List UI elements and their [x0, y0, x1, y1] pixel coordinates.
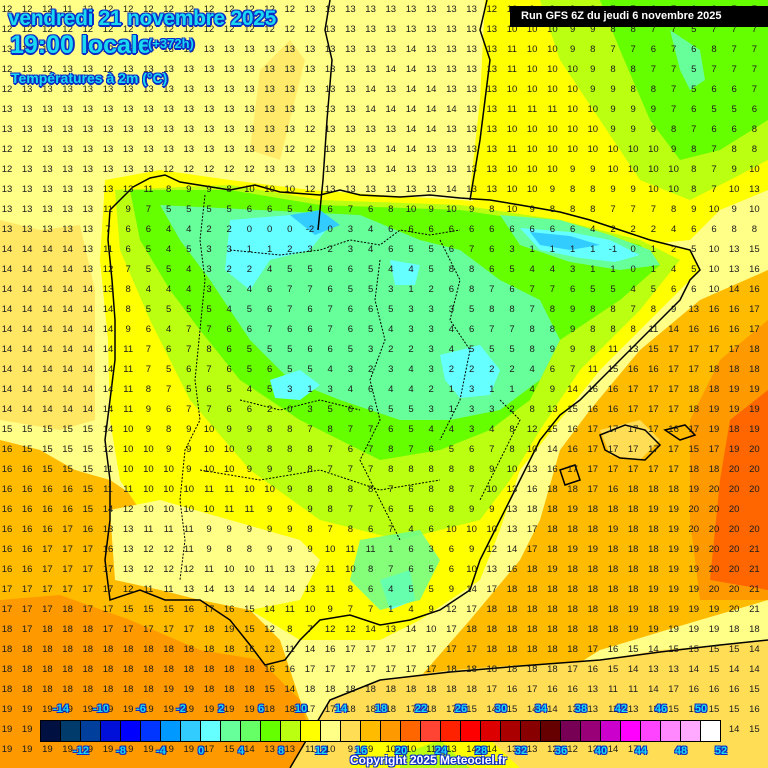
cantabria-coldest — [290, 210, 340, 235]
legend-label-top: -14 — [53, 703, 69, 715]
legend-swatch — [361, 721, 381, 741]
legend-swatch — [281, 721, 301, 741]
legend-swatch — [421, 721, 441, 741]
legend-label-bottom: 40 — [594, 745, 608, 757]
legend-swatch — [321, 721, 341, 741]
parameter-label: Températures à 2m (°C) — [11, 70, 168, 86]
legend-label-top: 18 — [374, 703, 388, 715]
france-green — [600, 0, 768, 160]
north-africa-lime — [400, 740, 470, 768]
legend-label-top: 46 — [654, 703, 668, 715]
mediterranean-hot — [710, 390, 768, 590]
legend-label-bottom: 12 — [314, 745, 328, 757]
legend-swatch — [401, 721, 421, 741]
legend-swatch — [61, 721, 81, 741]
legend-label-top: 50 — [694, 703, 708, 715]
legend-swatch — [141, 721, 161, 741]
legend-label-top: 6 — [257, 703, 265, 715]
france-cool-patch — [670, 30, 705, 90]
forecast-offset: (+372h) — [148, 36, 194, 51]
legend-label-bottom: 52 — [714, 745, 728, 757]
model-run-label: Run GFS 6Z du jeudi 6 novembre 2025 — [510, 6, 768, 27]
legend-label-top: 2 — [217, 703, 225, 715]
legend-swatch — [181, 721, 201, 741]
legend-label-bottom: 36 — [554, 745, 568, 757]
patch-biscay — [250, 40, 305, 160]
legend-swatch — [461, 721, 481, 741]
legend-label-top: 34 — [534, 703, 548, 715]
legend-swatch — [381, 721, 401, 741]
legend-label-bottom: 16 — [354, 745, 368, 757]
mediterranean-orange — [400, 270, 768, 700]
legend-label-bottom: 44 — [634, 745, 648, 757]
legend-swatch — [701, 721, 720, 741]
borders — [179, 194, 521, 581]
legend-label-bottom: 8 — [277, 745, 285, 757]
legend-swatch — [221, 721, 241, 741]
legend-label-bottom: -8 — [116, 745, 126, 757]
cantabria-cold — [225, 215, 330, 290]
legend-swatch — [441, 721, 461, 741]
legend-swatch — [481, 721, 501, 741]
legend-swatch — [501, 721, 521, 741]
legend-swatch — [201, 721, 221, 741]
legend-swatch — [661, 721, 681, 741]
legend-label-top: 10 — [294, 703, 308, 715]
legend-swatch — [581, 721, 601, 741]
legend-label-bottom: 24 — [434, 745, 448, 757]
legend-label-top: -2 — [176, 703, 186, 715]
legend-label-top: 42 — [614, 703, 628, 715]
legend-label-top: 22 — [414, 703, 428, 715]
legend-label-top: -10 — [93, 703, 109, 715]
forecast-date: vendredi 21 novembre 2025 — [8, 7, 276, 30]
legend-label-top: 26 — [454, 703, 468, 715]
legend-label-bottom: 4 — [237, 745, 245, 757]
legend-label-bottom: 0 — [197, 745, 205, 757]
legend-swatch — [541, 721, 561, 741]
forecast-time: 19:00 locale — [10, 31, 152, 59]
legend-swatch — [561, 721, 581, 741]
legend-label-bottom: 32 — [514, 745, 528, 757]
legend-label-bottom: -12 — [73, 745, 89, 757]
legend-swatch — [261, 721, 281, 741]
andalusia-cool — [350, 530, 440, 610]
legend-swatch — [521, 721, 541, 741]
legend-swatch — [621, 721, 641, 741]
legend-swatch — [241, 721, 261, 741]
legend-swatch — [161, 721, 181, 741]
legend-swatch — [681, 721, 701, 741]
legend-swatch — [341, 721, 361, 741]
legend-swatch — [601, 721, 621, 741]
legend-label-bottom: 20 — [394, 745, 408, 757]
legend-swatch — [641, 721, 661, 741]
legend-label-top: -6 — [136, 703, 146, 715]
pyrenees-coldest — [530, 232, 600, 250]
legend-label-bottom: 28 — [474, 745, 488, 757]
patch-atlantic-west — [0, 220, 95, 430]
legend-swatch — [41, 721, 61, 741]
coastlines — [104, 0, 768, 768]
legend-label-bottom: 48 — [674, 745, 688, 757]
legend-label-top: 38 — [574, 703, 588, 715]
cuenca-cold — [440, 345, 500, 398]
legend-label-top: 14 — [334, 703, 348, 715]
legend-swatch — [301, 721, 321, 741]
sistema-central-cold — [270, 370, 320, 400]
legend-swatch — [121, 721, 141, 741]
portugal-south-pale — [110, 500, 320, 610]
legend-swatch — [81, 721, 101, 741]
color-scale-legend — [40, 720, 721, 742]
legend-swatch — [101, 721, 121, 741]
legend-label-top: 30 — [494, 703, 508, 715]
iberian-system-cold — [390, 260, 420, 285]
copyright: Copyright 2025 Meteociel.fr — [350, 753, 507, 767]
legend-label-bottom: -4 — [156, 745, 166, 757]
